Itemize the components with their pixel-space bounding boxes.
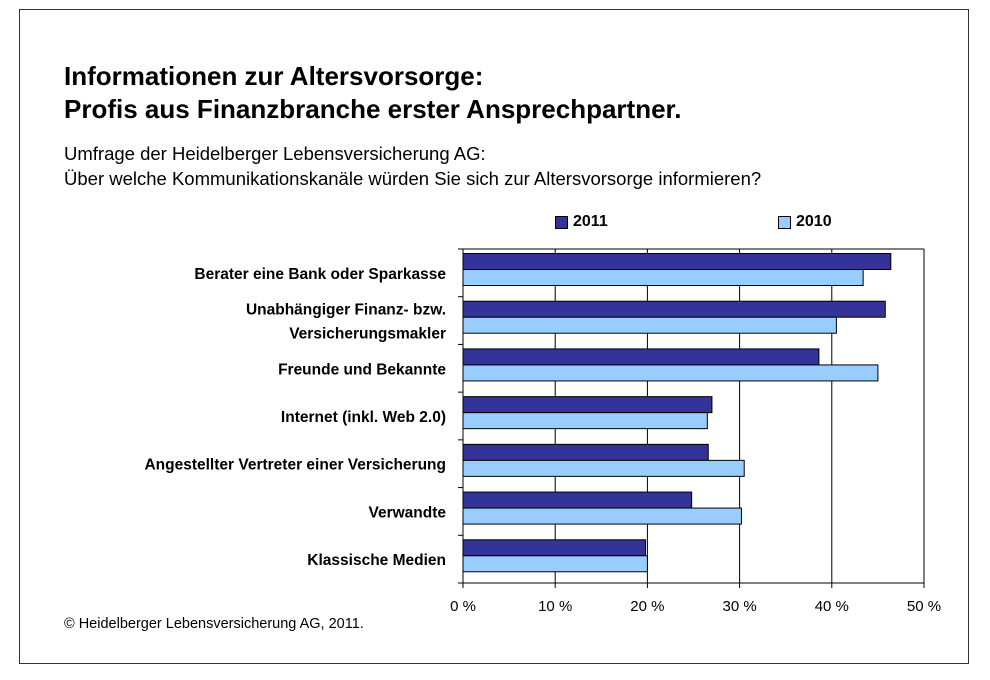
category-label: Klassische Medien — [307, 552, 446, 569]
bar-2011-1 — [462, 300, 886, 318]
x-tick-label: 20 % — [630, 598, 664, 615]
x-tick-label: 10 % — [538, 598, 572, 615]
bar-2010-4 — [462, 459, 745, 477]
legend-swatch-2010 — [778, 215, 791, 229]
copyright-footer: © Heidelberger Lebensversicherung AG, 20… — [64, 616, 364, 632]
bar-2011-0 — [462, 253, 892, 270]
bar-2010-0 — [462, 269, 864, 286]
chart-subtitle-line1: Umfrage der Heidelberger Lebensversicher… — [64, 143, 486, 164]
chart-title-line1: Informationen zur Altersvorsorge: — [64, 61, 484, 91]
category-label: Berater eine Bank oder Sparkasse — [194, 266, 446, 283]
bar-2011-3 — [462, 396, 713, 414]
category-label: Versicherungsmakler — [289, 326, 446, 343]
chart-title-line2: Profis aus Finanzbranche erster Ansprech… — [64, 94, 682, 124]
legend-item-2011: 2011 — [555, 212, 608, 232]
bar-2010-2 — [462, 364, 879, 382]
legend-swatch-2011 — [555, 215, 568, 229]
x-tick-label: 50 % — [907, 598, 941, 615]
category-label: Freunde und Bekannte — [278, 361, 446, 378]
bar-2010-1 — [462, 316, 837, 334]
bar-2011-5 — [462, 491, 693, 509]
legend-item-2010: 2010 — [778, 212, 832, 232]
chart-subtitle-line2: Über welche Kommunikationskanäle würden … — [64, 168, 762, 189]
category-label: Unabhängiger Finanz- bzw. — [246, 302, 446, 319]
bar-2010-6 — [462, 555, 648, 573]
bar-2011-2 — [462, 348, 820, 366]
legend-label-2010: 2010 — [796, 213, 832, 230]
bar-2010-3 — [462, 412, 708, 430]
chart-frame — [19, 9, 969, 664]
x-tick-label: 40 % — [815, 598, 849, 615]
bar-2011-6 — [462, 539, 647, 557]
x-tick-label: 0 % — [450, 598, 476, 615]
bar-2010-5 — [462, 507, 742, 525]
category-label: Internet (inkl. Web 2.0) — [281, 409, 446, 426]
x-tick-label: 30 % — [722, 598, 756, 615]
category-label: Angestellter Vertreter einer Versicherun… — [144, 457, 446, 474]
category-label: Verwandte — [368, 504, 446, 521]
bar-2011-4 — [462, 443, 709, 461]
legend-label-2011: 2011 — [573, 213, 608, 230]
